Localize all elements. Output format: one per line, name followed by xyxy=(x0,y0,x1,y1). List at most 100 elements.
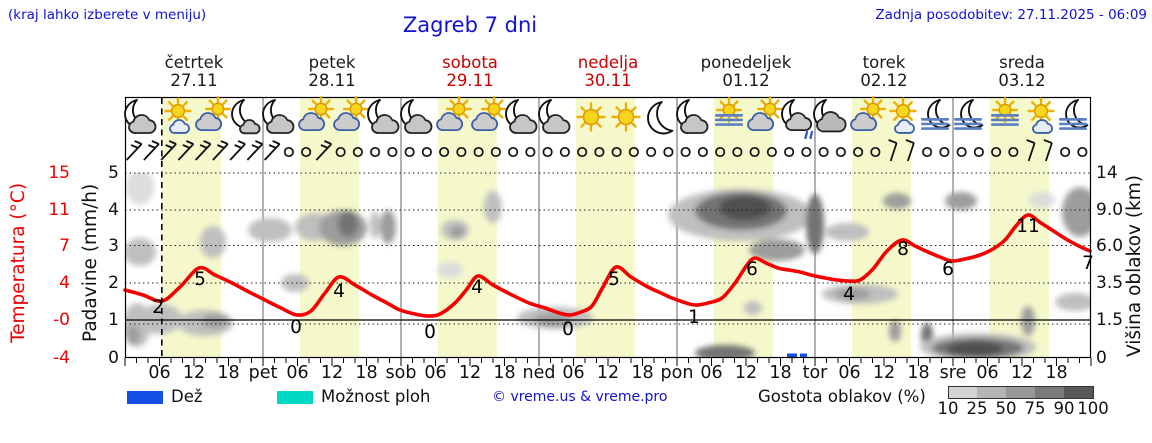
cloudheight-tick: 6.0 xyxy=(1096,235,1124,256)
moon-cloud-gray-icon xyxy=(813,99,847,133)
wind-calm-icon xyxy=(663,146,674,158)
wind-calm-icon xyxy=(404,146,415,158)
time-label: 18 xyxy=(769,363,792,383)
day-name: nedelja xyxy=(577,53,639,72)
wind-calm-icon xyxy=(611,146,622,158)
temperature-value-label: 4 xyxy=(333,281,345,302)
cloud-density-value: 25 xyxy=(966,399,988,418)
meteogram-chart: 2 5 0 4 0 4 0 5 1 6 4 8 6 11 7 xyxy=(123,95,1094,381)
wind-calm-icon xyxy=(835,146,846,158)
wind-calm-icon xyxy=(1060,146,1071,158)
temperature-value-label: 7 xyxy=(1082,253,1094,274)
moon-fog-icon xyxy=(921,99,951,130)
temp-tick: -4 xyxy=(53,348,70,368)
time-label: 06 xyxy=(700,363,723,383)
wind-calm-icon xyxy=(818,146,829,158)
time-label: 18 xyxy=(493,363,516,383)
sun-cloud2-icon xyxy=(889,97,917,134)
wind-calm-icon xyxy=(801,146,812,158)
time-label: 12 xyxy=(596,363,620,383)
moon-cloud-drizzle-icon xyxy=(781,99,814,140)
wind-calm-icon xyxy=(784,146,795,158)
time-label: 12 xyxy=(872,363,896,383)
day-date: 27.11 xyxy=(170,71,218,90)
moon-cloud-icon xyxy=(400,99,433,134)
menu-hint: (kraj lahko izberete v meniju) xyxy=(8,7,207,23)
temp-tick: 4 xyxy=(59,273,70,293)
wind-barb-icon xyxy=(263,140,281,161)
sun-cloud-icon xyxy=(333,95,369,132)
sun-cloud-icon xyxy=(471,95,507,132)
wind-calm-icon xyxy=(301,146,312,158)
temperature-value-label: 4 xyxy=(471,277,483,298)
wind-calm-icon xyxy=(680,146,691,158)
wind-calm-icon xyxy=(370,146,381,158)
sun-cloud-icon xyxy=(298,95,334,132)
time-label: 12 xyxy=(1010,363,1034,383)
wind-calm-icon xyxy=(439,146,450,158)
wind-barb-icon xyxy=(229,140,246,161)
temperature-value-label: 6 xyxy=(942,259,954,280)
time-label: 18 xyxy=(1045,363,1068,383)
wind-calm-icon xyxy=(1077,146,1088,158)
day-name: petek xyxy=(308,53,356,72)
sun-cloud2-icon xyxy=(1027,97,1055,134)
showers-legend-swatch xyxy=(277,391,313,404)
time-label: 18 xyxy=(631,363,654,383)
wind-calm-icon xyxy=(490,146,501,158)
wind-calm-icon xyxy=(577,146,588,158)
cloud-density-cell xyxy=(977,386,1007,399)
moon-cloud-icon xyxy=(262,99,295,134)
cloud-density-value: 10 xyxy=(937,399,959,418)
precip-tick: 4 xyxy=(108,200,119,220)
wind-barb-icon xyxy=(194,140,212,161)
wind-calm-icon xyxy=(732,146,743,158)
time-label: 06 xyxy=(562,363,585,383)
wind-barb-icon xyxy=(315,140,333,161)
wind-barb-icon xyxy=(905,139,915,162)
time-label: 06 xyxy=(424,363,447,383)
moon-fog-icon xyxy=(954,99,984,130)
day-date: 02.12 xyxy=(860,71,908,90)
cloud-density-label: Gostota oblakov (%) xyxy=(758,387,926,406)
time-label: pet xyxy=(248,363,278,383)
temperature-curve xyxy=(123,213,1092,318)
wind-barb-icon xyxy=(888,139,898,162)
sun-cloud-icon xyxy=(850,95,886,132)
wind-calm-icon xyxy=(559,146,570,158)
cloud-density-cell xyxy=(1035,386,1065,399)
wind-barb-icon xyxy=(212,140,229,161)
day-name: ponedeljek xyxy=(700,53,792,72)
copyright-link[interactable]: © vreme.us & vreme.pro xyxy=(492,389,668,405)
sun-icon xyxy=(576,102,606,132)
time-label: pon xyxy=(660,363,694,383)
time-label: sob xyxy=(385,363,417,383)
time-label: tor xyxy=(802,363,828,383)
cloud-density-cell xyxy=(1006,386,1036,399)
page-title: Zagreb 7 dni xyxy=(402,13,538,37)
cloud-cover-layer xyxy=(125,173,1091,358)
wind-barb-icon xyxy=(246,140,264,161)
wind-calm-icon xyxy=(956,146,967,158)
wind-calm-icon xyxy=(473,146,484,158)
rain-legend-swatch xyxy=(127,391,163,404)
wind-calm-icon xyxy=(715,146,726,158)
cloud-density-cell xyxy=(1064,386,1094,399)
showers-legend-label: Možnost ploh xyxy=(321,387,431,406)
wind-barb-icon xyxy=(160,140,177,161)
cloudheight-axis-label: Višina oblakov (km) xyxy=(1124,174,1145,357)
wind-barb-icon xyxy=(143,140,160,161)
cloudheight-tick: 3.5 xyxy=(1096,273,1124,293)
cloudheight-tick: 14 xyxy=(1096,163,1118,183)
wind-calm-icon xyxy=(525,146,536,158)
wind-calm-icon xyxy=(387,146,398,158)
temp-axis-label: Temperatura (°C) xyxy=(8,182,29,344)
temperature-value-label: 8 xyxy=(897,239,909,260)
day-date: 30.11 xyxy=(584,71,632,90)
wind-calm-icon xyxy=(1008,146,1019,158)
time-label: sre xyxy=(939,363,967,383)
day-date: 03.12 xyxy=(998,71,1046,90)
sun-cloud-icon xyxy=(436,95,472,132)
moon-fog-icon xyxy=(1059,99,1089,130)
